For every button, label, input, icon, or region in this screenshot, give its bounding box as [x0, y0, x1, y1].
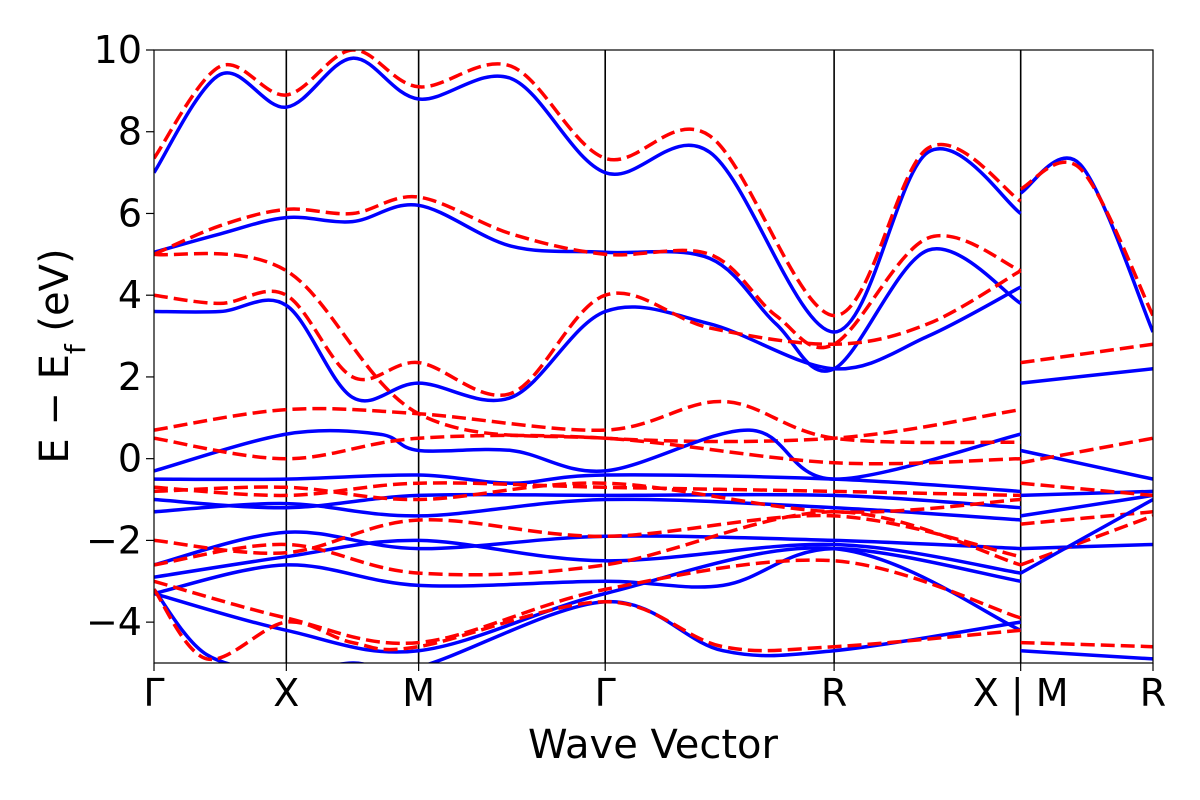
dashed-band-line	[154, 433, 1021, 466]
solid-band-line	[154, 56, 1022, 334]
x-tick-label: Γ	[595, 671, 616, 715]
plot-frame	[153, 49, 1154, 664]
solid-band-line	[154, 492, 1021, 510]
y-axis-label: E − Ef (eV)	[32, 248, 92, 463]
x-tick-label: X | M	[973, 671, 1069, 716]
x-tick-label: M	[402, 671, 435, 715]
dashed-band-line	[154, 251, 1021, 444]
dashed-band-line	[1020, 436, 1153, 465]
solid-band-line	[1020, 489, 1153, 498]
solid-band-line	[1020, 648, 1153, 661]
solid-band-line	[1019, 497, 1153, 575]
y-tick-label: −4	[86, 600, 142, 644]
y-axis-label-main: E − E	[32, 354, 78, 464]
solid-band-line	[154, 588, 1021, 663]
dashed-band-line	[154, 399, 1021, 445]
dashed-band-line	[154, 510, 1022, 577]
dashed-band-line	[1020, 342, 1153, 365]
y-axis: −4 −2 0 2 4 6 8 10	[86, 28, 154, 644]
x-tick-label: R	[1140, 671, 1166, 715]
solid-band-line	[1020, 448, 1153, 481]
solid-band-line	[154, 530, 1021, 567]
y-axis-label-unit: (eV)	[32, 248, 78, 344]
band-series-group	[154, 50, 1153, 663]
dashed-band-line	[154, 481, 1021, 498]
dashed-band-line	[154, 269, 1022, 397]
x-axis-label: Wave Vector	[528, 722, 779, 768]
x-tick-label: Γ	[143, 671, 164, 715]
dashed-band-line	[1020, 514, 1153, 567]
y-tick-label: 6	[118, 191, 142, 235]
solid-band-line	[1020, 542, 1153, 551]
dashed-band-line	[1020, 640, 1153, 649]
solid-band-line	[154, 497, 1021, 522]
solid-band-line	[154, 473, 1021, 494]
y-tick-label: 8	[118, 110, 142, 154]
dashed-band-line	[154, 558, 1022, 646]
x-tick-label: X	[273, 671, 299, 715]
solid-band-line	[154, 285, 1022, 403]
dashed-band-line	[1020, 481, 1153, 498]
y-tick-label: 0	[118, 437, 142, 481]
dashed-band-line	[154, 513, 1022, 559]
dashed-band-line	[154, 481, 1021, 514]
dashed-band-line	[154, 50, 1022, 318]
y-tick-label: 10	[94, 28, 142, 72]
solid-band-line	[1020, 493, 1153, 518]
x-tick-label: R	[821, 671, 847, 715]
y-tick-label: 4	[118, 273, 142, 317]
solid-band-line	[154, 538, 1021, 579]
dashed-band-line	[154, 588, 1021, 662]
dashed-band-line	[1019, 160, 1153, 317]
x-axis: Γ X M Γ R X | M R	[143, 663, 1166, 716]
dashed-band-line	[1020, 510, 1153, 526]
y-axis-label-subscript: f	[59, 343, 92, 354]
y-tick-label: 2	[118, 355, 142, 399]
y-tick-label: −2	[86, 518, 142, 562]
dashed-band-line	[154, 194, 1022, 350]
solid-band-line	[1020, 367, 1153, 385]
